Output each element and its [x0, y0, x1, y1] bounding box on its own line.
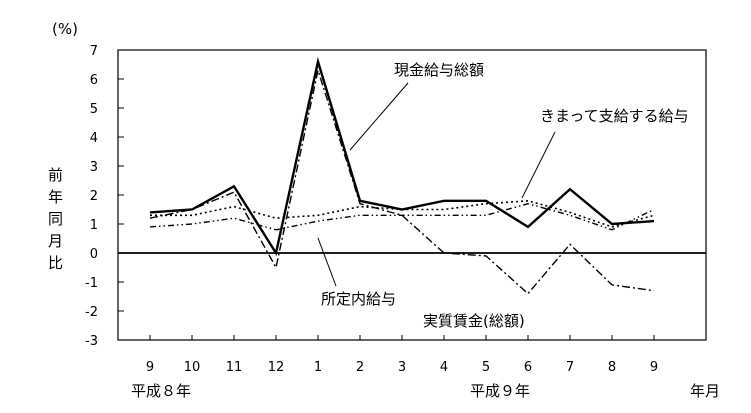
- x-tick-label: 3: [398, 360, 406, 375]
- y-tick-label: 5: [90, 102, 98, 117]
- y-ticks: 7 6 5 4 3 2 1 0 -1 -2 -3: [85, 44, 124, 349]
- y-tick-label: 4: [90, 131, 98, 146]
- x-tick-label: 7: [566, 360, 574, 375]
- year-label-h8: 平成８年: [131, 382, 191, 400]
- x-tick-label: 1: [314, 360, 322, 375]
- plot-area-frame: [117, 49, 707, 341]
- y-tick-label: -3: [85, 334, 98, 349]
- series-line-3: [149, 67, 655, 295]
- x-axis-title: 年月: [690, 382, 720, 400]
- x-tick-label: 11: [226, 360, 243, 375]
- leader-cash-earnings: [349, 82, 409, 151]
- y-tick-label: -1: [85, 276, 98, 291]
- x-tick-label: 9: [146, 360, 154, 375]
- series-lines: [149, 56, 655, 295]
- y-tick-label: 0: [90, 247, 98, 262]
- x-tick-label: 9: [650, 360, 658, 375]
- y-axis-title-char: 比: [48, 254, 63, 272]
- label-regular-pay: きまって支給する給与: [540, 107, 689, 125]
- y-tick-label: 6: [90, 73, 98, 88]
- x-tick-label: 6: [524, 360, 532, 375]
- label-cash-earnings: 現金給与総額: [394, 61, 484, 79]
- year-label-h9: 平成９年: [470, 382, 530, 400]
- y-tick-label: 3: [90, 160, 98, 175]
- y-axis-title-char: 同: [48, 210, 63, 228]
- x-ticks: 9 10 11 12 1 2 3 4 5 6 7 8 9: [146, 335, 658, 375]
- leader-regular-pay: [521, 131, 556, 199]
- x-tick-label: 4: [440, 360, 448, 375]
- x-tick-label: 10: [184, 360, 201, 375]
- label-real-wages: 実質賃金(総額): [423, 312, 525, 330]
- series-line-2: [149, 202, 655, 231]
- y-tick-label: -2: [85, 305, 98, 320]
- x-tick-label: 5: [482, 360, 490, 375]
- y-axis-title-char: 前: [48, 166, 63, 184]
- y-tick-label: 2: [90, 189, 98, 204]
- label-scheduled-pay: 所定内給与: [321, 290, 396, 308]
- leader-scheduled-pay: [317, 237, 337, 287]
- y-tick-label: 1: [90, 218, 98, 233]
- x-tick-label: 8: [608, 360, 616, 375]
- y-axis-title-char: 年: [48, 188, 63, 206]
- x-tick-label: 2: [356, 360, 364, 375]
- x-tick-label: 12: [268, 360, 285, 375]
- y-axis-title-char: 月: [48, 232, 63, 250]
- y-tick-label: 7: [90, 44, 98, 59]
- y-unit-label: (%): [52, 20, 78, 38]
- series-line-1: [150, 199, 655, 228]
